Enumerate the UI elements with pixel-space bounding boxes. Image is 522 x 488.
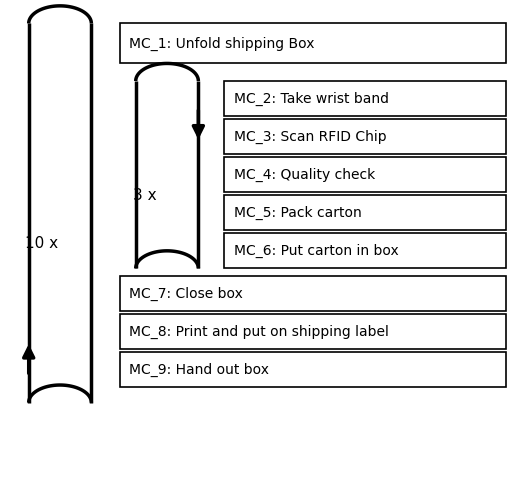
Text: MC_8: Print and put on shipping label: MC_8: Print and put on shipping label: [129, 325, 389, 339]
Text: 10 x: 10 x: [25, 237, 58, 251]
FancyBboxPatch shape: [224, 233, 506, 268]
Text: 3 x: 3 x: [133, 188, 157, 203]
Text: MC_7: Close box: MC_7: Close box: [129, 287, 243, 301]
FancyBboxPatch shape: [120, 276, 506, 311]
FancyBboxPatch shape: [224, 195, 506, 230]
FancyBboxPatch shape: [224, 119, 506, 154]
FancyBboxPatch shape: [224, 157, 506, 192]
FancyBboxPatch shape: [120, 23, 506, 63]
Text: MC_3: Scan RFID Chip: MC_3: Scan RFID Chip: [234, 130, 386, 143]
Text: MC_4: Quality check: MC_4: Quality check: [234, 168, 375, 182]
Text: MC_6: Put carton in box: MC_6: Put carton in box: [234, 244, 399, 258]
Text: MC_2: Take wrist band: MC_2: Take wrist band: [234, 92, 389, 105]
FancyBboxPatch shape: [224, 81, 506, 116]
Text: MC_1: Unfold shipping Box: MC_1: Unfold shipping Box: [129, 37, 315, 50]
Text: MC_9: Hand out box: MC_9: Hand out box: [129, 363, 269, 377]
Text: MC_5: Pack carton: MC_5: Pack carton: [234, 206, 362, 220]
FancyBboxPatch shape: [120, 314, 506, 349]
FancyBboxPatch shape: [120, 352, 506, 387]
